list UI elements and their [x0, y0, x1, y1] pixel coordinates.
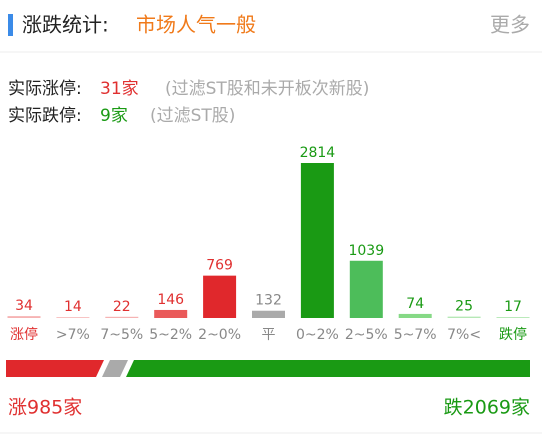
- bar: [154, 309, 188, 318]
- limit-down-count: 9家: [100, 106, 128, 126]
- flat-ratio-bar: [102, 360, 128, 377]
- bar: [7, 316, 41, 318]
- bar: [203, 275, 237, 318]
- up-ratio-bar: [6, 360, 104, 377]
- header-marker: [8, 14, 13, 36]
- category-label: 5~2%: [149, 327, 192, 343]
- category-label: 涨停: [10, 326, 38, 343]
- down-total: 跌2069家: [444, 397, 530, 419]
- down-ratio-bar: [126, 360, 530, 377]
- value-label: 25: [455, 299, 473, 315]
- limit-up-note: (过滤ST股和未开板次新股): [165, 79, 369, 99]
- limit-up-label: 实际涨停:: [8, 79, 82, 99]
- value-label: 1039: [348, 243, 384, 259]
- category-label: >7%: [56, 327, 90, 343]
- category-label: 跌停: [499, 326, 527, 343]
- bar: [56, 317, 90, 318]
- more-link[interactable]: 更多: [490, 13, 530, 37]
- category-label: 5~7%: [394, 327, 437, 343]
- header-sentiment: 市场人气一般: [136, 13, 256, 37]
- header-title: 涨跌统计:: [22, 13, 109, 37]
- bar: [398, 313, 432, 318]
- category-label: 0~2%: [296, 327, 339, 343]
- category-label: 平: [262, 327, 276, 343]
- category-label: 2~0%: [198, 327, 241, 343]
- value-label: 74: [406, 296, 424, 312]
- bar: [496, 317, 530, 318]
- category-label: 2~5%: [345, 327, 388, 343]
- up-total: 涨985家: [8, 397, 82, 419]
- value-label: 14: [64, 299, 82, 315]
- value-label: 22: [113, 299, 131, 315]
- value-label: 132: [255, 293, 282, 309]
- bar: [300, 163, 334, 318]
- value-label: 769: [206, 258, 233, 274]
- limit-up-count: 31家: [100, 79, 139, 99]
- value-label: 34: [15, 298, 33, 314]
- bar: [447, 316, 481, 318]
- bar: [252, 310, 285, 318]
- value-label: 146: [157, 292, 184, 308]
- bar: [349, 260, 383, 318]
- category-label: 7%<: [447, 327, 481, 343]
- value-label: 2814: [300, 145, 336, 161]
- bar: [105, 316, 139, 318]
- category-label: 7~5%: [100, 327, 143, 343]
- limit-down-label: 实际跌停:: [8, 106, 82, 126]
- bar-chart: 34 涨停 14 >7% 22 7~5% 146 5~2% 769 2~0% 132 平 2814 0~2…: [7, 145, 530, 343]
- limit-down-note: (过滤ST股): [150, 106, 235, 126]
- value-label: 17: [504, 299, 522, 315]
